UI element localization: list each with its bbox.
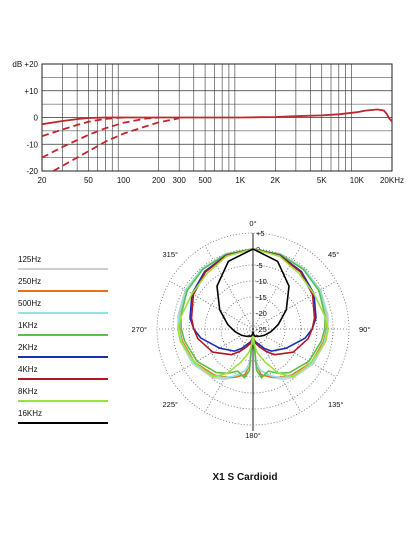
legend-label: 250Hz xyxy=(18,277,41,286)
x-tick-label: 50 xyxy=(84,176,93,185)
legend-label: 4KHz xyxy=(18,365,38,374)
legend-label: 500Hz xyxy=(18,299,41,308)
angle-label: 270° xyxy=(131,325,147,334)
polar-pattern-chart: +50-5-10-15-20-250°45°90°135°180°225°270… xyxy=(131,219,370,440)
angle-label: 0° xyxy=(249,219,256,228)
x-tick-label: 20 xyxy=(38,176,47,185)
polar-ring xyxy=(172,248,334,410)
x-tick-label: 2K xyxy=(270,176,280,185)
radial-tick-label: -15 xyxy=(256,293,267,302)
caption: X1 S Cardioid xyxy=(212,472,277,483)
polar-series-16KHz xyxy=(216,248,290,338)
angle-label: 315° xyxy=(163,250,179,259)
legend-label: 8KHz xyxy=(18,387,38,396)
legend-label: 16KHz xyxy=(18,409,42,418)
radial-tick-label: -20 xyxy=(256,309,267,318)
dashed-response-line xyxy=(42,116,124,138)
radial-tick-label: -10 xyxy=(256,277,267,286)
radial-tick-label: -25 xyxy=(256,325,267,334)
frequency-response-chart: 20 50 100 200 300 500 1K 2K 5K 10K 20KHz dB +20 +10 0… xyxy=(12,60,404,185)
series-group xyxy=(42,108,392,171)
angle-label: 90° xyxy=(359,325,370,334)
polar-spoke xyxy=(169,280,254,330)
polar-spoke xyxy=(252,328,302,413)
x-tick-label: 300 xyxy=(173,176,187,185)
polar-spoke xyxy=(204,328,254,413)
x-tick-label: 20KHz xyxy=(380,176,404,185)
dashed-response-line xyxy=(52,117,180,171)
angle-label: 45° xyxy=(328,250,339,259)
radial-tick-label: -5 xyxy=(256,261,263,270)
x-tick-label: 200 xyxy=(152,176,166,185)
angle-label: 180° xyxy=(245,431,261,440)
y-tick-label: +10 xyxy=(24,87,38,96)
y-tick-label: -20 xyxy=(26,167,38,176)
x-tick-label: 1K xyxy=(235,176,245,185)
y-tick-label: dB +20 xyxy=(12,60,38,69)
legend: 125Hz 250Hz 500Hz 1KHz 2KHz 4KHz 8KHz 16KHz xyxy=(18,255,108,424)
x-tick-label: 500 xyxy=(198,176,212,185)
polar-spoke xyxy=(204,245,254,330)
dashed-response-line xyxy=(42,116,159,159)
legend-label: 1KHz xyxy=(18,321,38,330)
polar-spoke xyxy=(252,280,337,330)
x-tick-label: 100 xyxy=(117,176,131,185)
angle-label: 135° xyxy=(328,400,344,409)
plot-frame xyxy=(41,63,393,172)
polar-spoke xyxy=(169,328,254,378)
x-tick-label: 5K xyxy=(317,176,327,185)
response-line xyxy=(42,108,392,126)
y-tick-label: 0 xyxy=(34,114,39,123)
polar-spoke xyxy=(252,328,337,378)
legend-label: 2KHz xyxy=(18,343,38,352)
angle-label: 225° xyxy=(163,400,179,409)
radial-tick-label: +5 xyxy=(256,229,265,238)
x-tick-label: 10K xyxy=(350,176,365,185)
y-tick-label: -10 xyxy=(26,140,38,149)
polar-spoke xyxy=(252,245,302,330)
legend-label: 125Hz xyxy=(18,255,41,264)
